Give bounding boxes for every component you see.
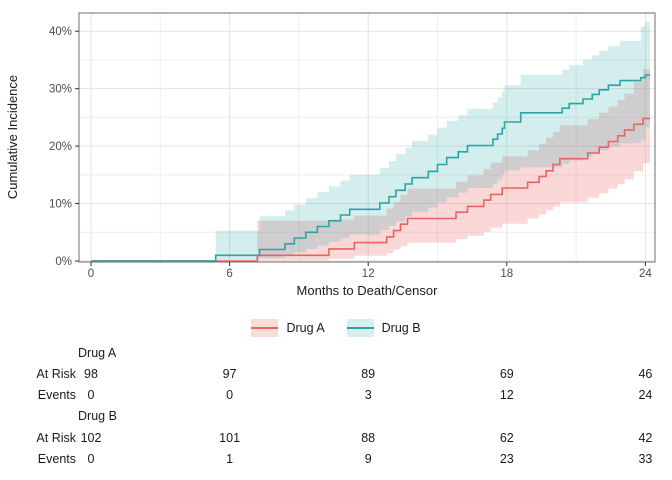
drug-a-key-line: [251, 327, 279, 329]
risk-table-value: 97: [222, 367, 237, 381]
step-curves: [91, 74, 650, 262]
risk-table-row-label: At Risk: [36, 367, 76, 381]
panel-border: [78, 12, 656, 263]
drug-b-key-line: [346, 327, 374, 329]
risk-table-value: 0: [87, 388, 95, 402]
risk-table-value: 12: [499, 388, 514, 402]
risk-table-group-label-drug-b: Drug B: [78, 409, 117, 423]
x-tick-label: 6: [226, 268, 232, 280]
y-tick-label: 10%: [49, 199, 72, 211]
risk-table-value: 0: [87, 452, 95, 466]
risk-table-value: 9: [364, 452, 372, 466]
risk-table-value: 23: [499, 452, 514, 466]
risk-table-row-label: Events: [37, 452, 76, 466]
legend-item-drug-b: Drug B: [346, 319, 421, 337]
x-tick-label: 12: [362, 268, 375, 280]
axis-tick-labels: 0 6 12 18 24 0% 10% 20% 30% 40%: [49, 26, 652, 280]
x-tick-label: 18: [500, 268, 513, 280]
y-tick-label: 20%: [49, 141, 72, 153]
legend: Drug A Drug B: [0, 317, 672, 339]
gridlines-minor: [79, 13, 655, 262]
risk-table-value: 3: [364, 388, 372, 402]
x-tick-label: 0: [88, 268, 94, 280]
ci-band-drug-a: [91, 69, 650, 261]
risk-table-value: 33: [638, 452, 653, 466]
risk-table-value: 0: [226, 388, 234, 402]
y-axis-title: Cumulative Incidence: [5, 75, 20, 199]
y-tick-label: 30%: [49, 84, 72, 96]
step-curve-drug-a: [91, 117, 650, 262]
risk-table-row-label: Events: [37, 388, 76, 402]
risk-table-row-label: At Risk: [36, 431, 76, 445]
axis-tick-marks: [75, 30, 646, 266]
risk-table-value: 101: [219, 431, 241, 445]
drug-b-key-swatch: [346, 319, 374, 337]
risk-table-value: 46: [638, 367, 653, 381]
ci-band-drug-b: [91, 22, 650, 261]
risk-table-value: 1: [226, 452, 234, 466]
risk-table-group-label-drug-a: Drug A: [78, 346, 117, 360]
risk-table-value: 24: [638, 388, 653, 402]
risk-table-value: 62: [499, 431, 514, 445]
confidence-bands: [91, 22, 650, 261]
y-tick-label: 0%: [55, 256, 72, 268]
step-curve-drug-b: [91, 74, 650, 262]
x-tick-label: 24: [639, 268, 652, 280]
risk-table-value: 98: [84, 367, 98, 381]
legend-label-drug-a: Drug A: [286, 321, 325, 335]
risk-table-value: 89: [361, 367, 376, 381]
y-tick-label: 40%: [49, 26, 72, 38]
drug-a-key-swatch: [251, 319, 279, 337]
risk-table-value: 69: [499, 367, 514, 381]
x-axis-title: Months to Death/Censor: [297, 283, 439, 298]
cumulative-incidence-chart: 0 6 12 18 24 0% 10% 20% 30% 40% Months to Death/C…: [5, 12, 656, 298]
risk-table-value: 102: [80, 431, 102, 445]
risk-table-value: 42: [638, 431, 653, 445]
risk-table-value: 88: [361, 431, 376, 445]
legend-item-drug-a: Drug A: [251, 319, 325, 337]
legend-label-drug-b: Drug B: [381, 321, 421, 335]
